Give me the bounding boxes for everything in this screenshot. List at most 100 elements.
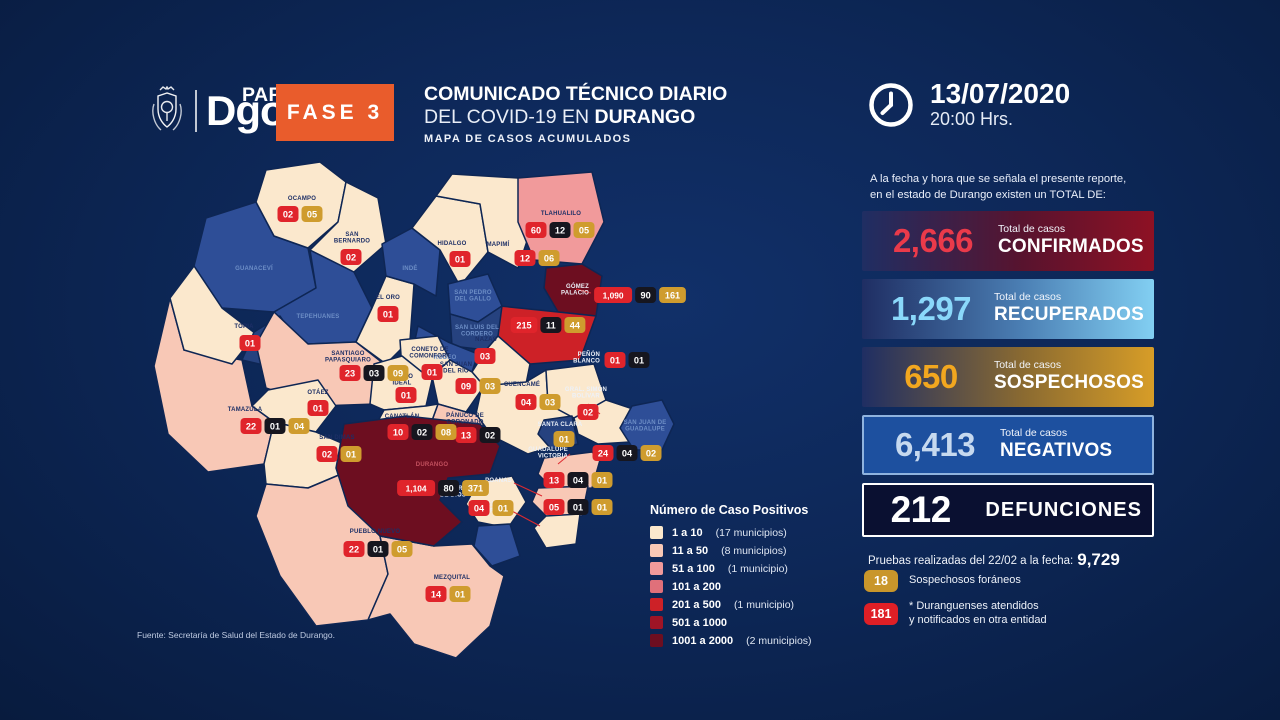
badge-lerdo-c xyxy=(510,317,538,333)
label-san-dimas: SAN DIMAS xyxy=(319,435,354,441)
badge-value-gomez-palacio: 1,090 xyxy=(603,290,624,300)
label-topia: TOPIA xyxy=(234,324,254,330)
badge-nazas-c xyxy=(474,348,496,364)
clock-icon xyxy=(869,83,913,127)
recuperados-small-label: Total de casos xyxy=(994,291,1062,304)
subtitle-bold: DURANGO xyxy=(594,106,696,128)
badge-vguerrero-s xyxy=(591,499,613,515)
report-date: 13/07/2020 xyxy=(930,78,1071,109)
label-sl-cordero: SAN LUIS DEL CORDERO xyxy=(455,325,499,337)
badge-value-panuco: 02 xyxy=(485,430,495,440)
footnote-text: * Duranguenses atendidos y notificados e… xyxy=(909,600,1047,626)
badge-value-el-oro: 01 xyxy=(383,309,393,319)
badge-tamazula-d xyxy=(264,418,286,434)
badge-value-penon-blanco: 01 xyxy=(634,355,644,365)
badge-value-poanas: 13 xyxy=(549,475,559,485)
card-defunciones: 212 DEFUNCIONES xyxy=(862,483,1154,537)
badge-ndios-c xyxy=(468,500,490,516)
badge-value-santiago-papasquiaro: 09 xyxy=(393,368,403,378)
confirmados-small-label: Total de casos xyxy=(998,223,1066,236)
badge-value-ocampo: 02 xyxy=(283,209,293,219)
leader-line-vguerrero xyxy=(509,509,541,527)
badge-tlahualilo-d xyxy=(549,222,571,238)
badge-value-nuevo-ideal: 01 xyxy=(401,390,411,400)
region-mapimi xyxy=(435,173,533,269)
legend-note: (2 municipios) xyxy=(746,634,812,647)
badge-value-nazas: 03 xyxy=(480,351,490,361)
card-recuperados: 1,297 Total de casos RECUPERADOS xyxy=(862,279,1154,339)
badge-gomez-palacio-s xyxy=(659,287,686,303)
legend-label: 1001 a 2000 xyxy=(672,634,734,647)
badge-simon-bolivar-c xyxy=(577,404,599,420)
badge-ndios-s xyxy=(492,500,514,516)
badge-tamazula-c xyxy=(240,418,262,434)
sospechosos-value: 650 xyxy=(904,358,958,395)
map-legend: Número de Caso Positivos 1 a 10 (17 munic… xyxy=(650,503,812,652)
badge-value-pueblo-nuevo: 05 xyxy=(397,544,407,554)
subtitle-light: DEL COVID-19 EN xyxy=(424,106,595,128)
legend-label: 101 a 200 xyxy=(672,580,721,593)
region-vguerrero xyxy=(533,513,581,549)
legend-swatch xyxy=(650,580,663,593)
badge-panuco-d xyxy=(479,427,501,443)
datetime-text: 13/07/2020 20:00 Hrs. xyxy=(930,78,1071,130)
badge-san-dimas-c xyxy=(316,446,338,462)
region-sj-guadalupe xyxy=(619,399,675,451)
badge-value-poanas: 01 xyxy=(597,475,607,485)
badge-cuencame-c xyxy=(515,394,537,410)
negativos-value: 6,413 xyxy=(894,426,976,463)
badge-mezquital-c xyxy=(425,586,447,602)
badge-cuencame-s xyxy=(539,394,561,410)
page-subtitle-line: DEL COVID-19 EN DURANGO xyxy=(424,106,727,129)
badge-gvictoria-s xyxy=(640,445,662,461)
badge-value-tlahualilo: 60 xyxy=(531,225,541,235)
label-durango: DURANGO xyxy=(416,462,449,468)
label-coneto: CONETO DE COMONFORT xyxy=(409,347,450,359)
leader-line-gvictoria xyxy=(557,453,571,465)
defunciones-label: DEFUNCIONES xyxy=(985,498,1142,521)
badge-value-gvictoria: 24 xyxy=(598,448,609,458)
logo-divider xyxy=(195,90,197,132)
badge-mapimi-s xyxy=(538,250,560,266)
brand-text: Dgo xyxy=(206,87,286,134)
badge-tlahualilo-s xyxy=(573,222,595,238)
report-time: 20:00 Hrs. xyxy=(930,108,1014,129)
label-panuco: PÁNUCO DE CORONADO xyxy=(446,412,484,425)
label-hidalgo: HIDALGO xyxy=(437,241,466,247)
badge-value-panuco: 13 xyxy=(461,430,471,440)
label-simon-bolivar: GRAL. SIMÓN BOLÍVAR xyxy=(565,385,607,399)
footnote-badge: 18 xyxy=(864,570,898,592)
badge-value-pueblo-nuevo: 22 xyxy=(349,544,359,554)
badge-value-canatlan: 10 xyxy=(393,427,403,437)
badge-value-tlahualilo: 05 xyxy=(579,225,589,235)
badge-value-otaez: 01 xyxy=(313,403,323,413)
badge-lerdo-s xyxy=(564,317,586,333)
legend-label: 1 a 10 xyxy=(672,526,703,539)
badge-value-sj-rio: 09 xyxy=(461,381,471,391)
badge-value-tlahualilo: 12 xyxy=(555,225,565,235)
legend-label: 201 a 500 xyxy=(672,598,721,611)
label-cuencame: CUENCAMÉ xyxy=(504,380,540,388)
label-sj-guadalupe: SAN JUAN DE GUADALUPE xyxy=(624,420,667,432)
intro-line-1: A la fecha y hora que se señala el prese… xyxy=(870,173,1127,185)
legend-swatch xyxy=(650,562,663,575)
badge-canatlan-c xyxy=(387,424,409,440)
badge-poanas-c xyxy=(543,472,565,488)
badge-gomez-palacio-d xyxy=(635,287,657,303)
recuperados-value: 1,297 xyxy=(890,290,972,327)
badge-value-santa-clara: 01 xyxy=(559,434,569,444)
badge-ocampo-s xyxy=(301,206,323,222)
badge-value-mezquital: 01 xyxy=(455,589,465,599)
badge-durango-s xyxy=(462,480,489,496)
legend-label: 51 a 100 xyxy=(672,562,715,575)
state-logo: Dgo PARA TODOS xyxy=(148,85,374,136)
badge-value-topia: 01 xyxy=(245,338,255,348)
coat-of-arms-icon xyxy=(152,86,182,131)
label-el-oro: EL ORO xyxy=(376,295,400,301)
badge-value-ndios: 01 xyxy=(498,503,508,513)
legend-item: 1001 a 2000 (2 municipios) xyxy=(650,634,812,647)
badge-sj-rio-s xyxy=(479,378,501,394)
label-tamazula: TAMAZULA xyxy=(228,407,263,413)
label-poanas: POANAS xyxy=(485,478,512,484)
badge-value-gvictoria: 02 xyxy=(646,448,656,458)
